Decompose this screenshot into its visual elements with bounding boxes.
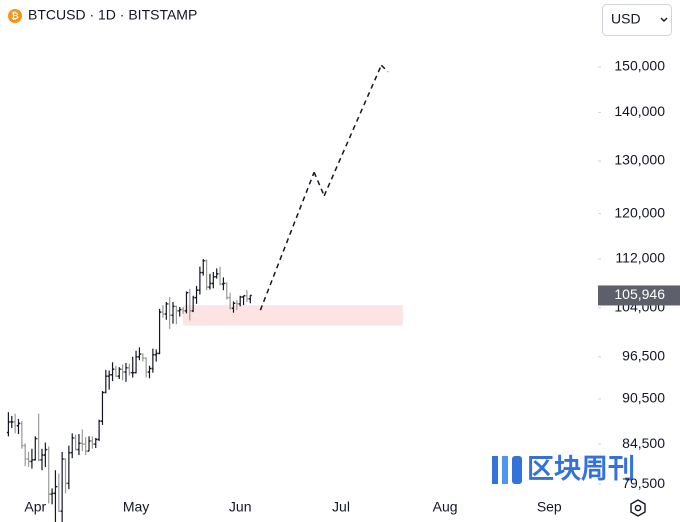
dropdown-chevron[interactable] xyxy=(660,17,668,22)
last-price-box xyxy=(598,285,680,306)
projection-segment xyxy=(323,64,382,197)
y-tick-label: 79,500 xyxy=(622,475,665,491)
watermark-logo xyxy=(512,456,522,484)
watermark-logo xyxy=(492,456,498,484)
y-tick-label: 130,000 xyxy=(614,152,665,168)
settings-icon[interactable] xyxy=(630,499,646,517)
watermark-logo xyxy=(502,456,508,484)
projection-segment xyxy=(259,171,315,311)
x-tick-label: Jul xyxy=(332,499,350,515)
currency-label[interactable]: USD xyxy=(611,11,641,27)
currency-select[interactable] xyxy=(602,4,672,36)
coin-icon xyxy=(8,9,22,23)
y-tick-label: 120,000 xyxy=(614,204,665,220)
y-tick-label: 112,000 xyxy=(615,250,665,266)
y-tick-label: 150,000 xyxy=(614,58,665,74)
x-tick-label: May xyxy=(123,499,149,515)
settings-dot[interactable] xyxy=(634,504,642,512)
projection-segment xyxy=(380,64,389,73)
y-tick-label: 140,000 xyxy=(614,103,665,119)
projection-segment xyxy=(313,171,325,197)
y-tick-label: 96,500 xyxy=(622,348,665,364)
support-zone xyxy=(183,305,403,326)
settings-hex[interactable] xyxy=(630,499,646,517)
x-tick-label: Jun xyxy=(229,499,252,515)
y-tick-label: 84,500 xyxy=(622,435,665,451)
coin-icon-symbol: ₿ xyxy=(11,11,18,21)
watermark: 区块周刊 xyxy=(492,454,635,484)
x-tick-label: Aug xyxy=(433,499,458,515)
y-tick-label: 90,500 xyxy=(622,390,665,406)
watermark-text: 区块周刊 xyxy=(527,454,635,484)
last-price-label: 105,946 xyxy=(614,286,665,302)
symbol-title: BTCUSD · 1D · BITSTAMP xyxy=(28,7,197,23)
x-tick-label: Apr xyxy=(24,499,46,515)
x-tick-label: Sep xyxy=(537,499,562,515)
